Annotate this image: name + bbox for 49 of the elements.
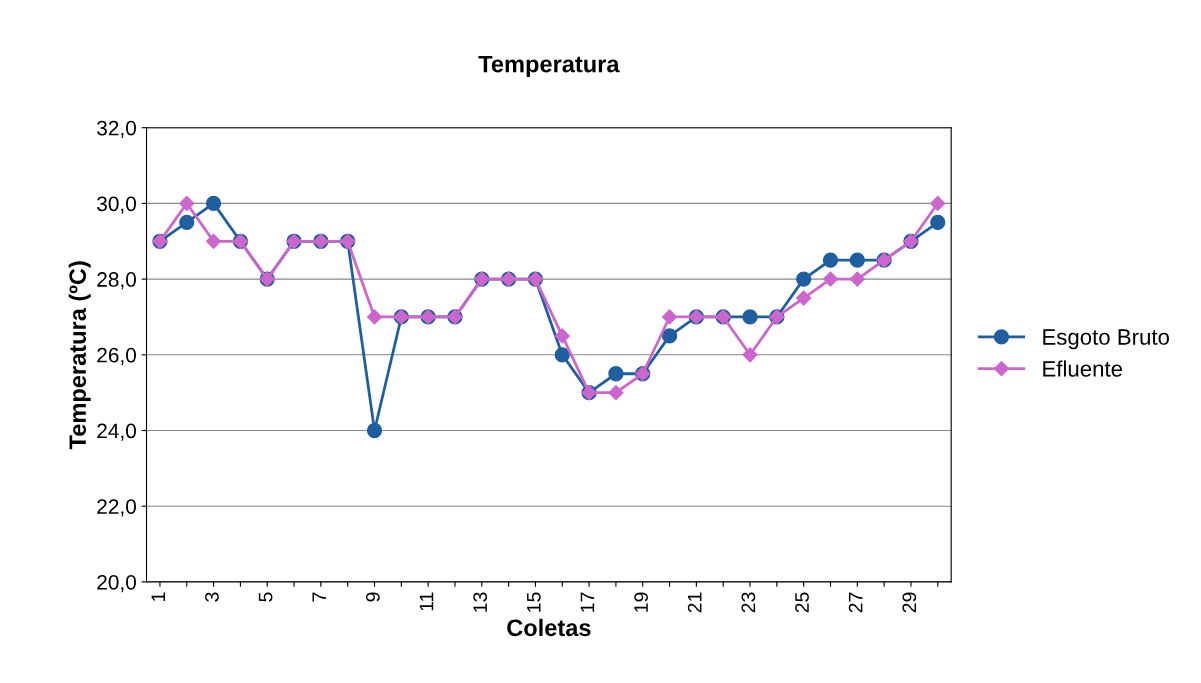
point <box>742 309 758 325</box>
legend-label: Efluente <box>1043 360 1123 377</box>
x-tick-label: 27 <box>848 592 863 613</box>
x-tick-label: 1 <box>151 592 165 601</box>
x-tick-label: 23 <box>741 592 756 613</box>
point <box>849 271 865 287</box>
point <box>661 309 678 325</box>
x-tick-label: 5 <box>258 592 273 602</box>
point <box>796 290 812 306</box>
y-tick-label: 24,0 <box>97 423 136 441</box>
point <box>742 347 758 363</box>
y-tick-label: 26,0 <box>97 347 136 366</box>
x-tick-label: 15 <box>527 592 541 612</box>
point <box>608 385 624 401</box>
x-tick-label: 29 <box>902 592 917 613</box>
y-tick-label: 28,0 <box>97 272 136 290</box>
y-tick-label: 22,0 <box>97 499 136 517</box>
x-tick-label: 3 <box>205 592 219 602</box>
point <box>179 214 195 230</box>
point <box>366 422 383 439</box>
y-axis-title: Temperatura (ºC) <box>68 261 91 450</box>
point <box>554 347 570 363</box>
y-tick-label: 32,0 <box>97 120 136 138</box>
point <box>554 328 570 344</box>
point <box>930 214 946 230</box>
x-tick-label: 7 <box>312 592 326 602</box>
x-tick-label: 11 <box>419 592 434 611</box>
point <box>822 252 839 268</box>
point <box>206 233 222 249</box>
point <box>179 195 195 211</box>
point <box>849 252 865 268</box>
x-tick-label: 9 <box>365 592 380 602</box>
point <box>661 328 678 344</box>
point <box>822 271 839 287</box>
point <box>205 195 222 212</box>
point <box>366 309 383 325</box>
x-tick-label: 13 <box>473 592 488 612</box>
x-tick-label: 25 <box>795 592 809 613</box>
point <box>608 366 624 382</box>
chart-title: Temperatura <box>478 55 620 78</box>
point <box>796 271 812 287</box>
x-tick-label: 17 <box>580 592 595 612</box>
legend-label: Esgoto Bruto <box>1043 329 1169 350</box>
x-tick-label: 19 <box>634 592 648 612</box>
x-tick-label: 21 <box>687 592 702 613</box>
point <box>930 195 946 211</box>
x-axis-title: Coletas <box>507 618 591 637</box>
y-tick-label: 20,0 <box>97 574 136 593</box>
y-tick-label: 30,0 <box>97 196 136 214</box>
